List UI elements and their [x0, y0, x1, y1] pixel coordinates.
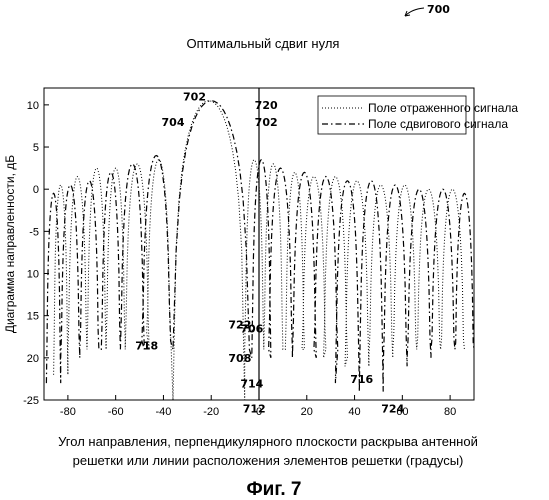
- annotations-layer: 702704720702706718722708714712716724: [135, 91, 404, 416]
- series-line-shifted: [46, 101, 474, 392]
- y-axis-ticks: 10 5 0 -5 10 15 20 -25: [23, 100, 49, 407]
- annotation-label: 712: [243, 403, 266, 416]
- x-axis-label-line2: решетки или линии расположения элементов…: [73, 453, 464, 468]
- annotation-label: 722: [228, 318, 251, 331]
- figure-ref-arrow: [405, 8, 424, 16]
- y-tick-label: -5: [29, 226, 39, 238]
- legend-label-shifted: Поле сдвигового сигнала: [368, 117, 508, 131]
- annotation-label: 714: [240, 377, 263, 390]
- y-tick-label: -25: [23, 395, 39, 407]
- annotation-label: 702: [255, 116, 278, 129]
- y-tick-label: 10: [27, 269, 39, 281]
- y-tick-label: 15: [27, 311, 39, 323]
- annotation-label: 716: [350, 373, 373, 386]
- annotation-label: 702: [183, 91, 206, 104]
- x-tick-label: -60: [108, 406, 124, 418]
- x-tick-label: -40: [155, 406, 171, 418]
- annotation-label: 720: [255, 99, 278, 112]
- y-tick-label: 0: [33, 184, 39, 196]
- x-tick-label: 40: [348, 406, 360, 418]
- legend: Поле отраженного сигнала Поле сдвигового…: [318, 96, 518, 134]
- annotation-label: 724: [381, 403, 404, 416]
- x-axis-label-line1: Угол направления, перпендикулярного плос…: [58, 434, 478, 449]
- figure-caption: Фиг. 7: [246, 479, 301, 500]
- annotation-label: 704: [162, 116, 185, 129]
- x-tick-label: 80: [444, 406, 456, 418]
- x-tick-label: -20: [203, 406, 219, 418]
- y-tick-label: 5: [33, 142, 39, 154]
- y-tick-label: 20: [27, 353, 39, 365]
- series-layer: [46, 101, 474, 400]
- chart-title: Оптимальный сдвиг нуля: [187, 36, 340, 51]
- figure-ref-number: 700: [427, 3, 450, 16]
- x-tick-label: -80: [60, 406, 76, 418]
- y-tick-label: 10: [27, 100, 39, 112]
- legend-label-reflected: Поле отраженного сигнала: [368, 101, 518, 115]
- x-tick-label: 20: [301, 406, 313, 418]
- y-axis-label: Диаграмма направленности, дБ: [3, 155, 17, 333]
- annotation-label: 718: [135, 339, 158, 352]
- annotation-label: 708: [228, 352, 251, 365]
